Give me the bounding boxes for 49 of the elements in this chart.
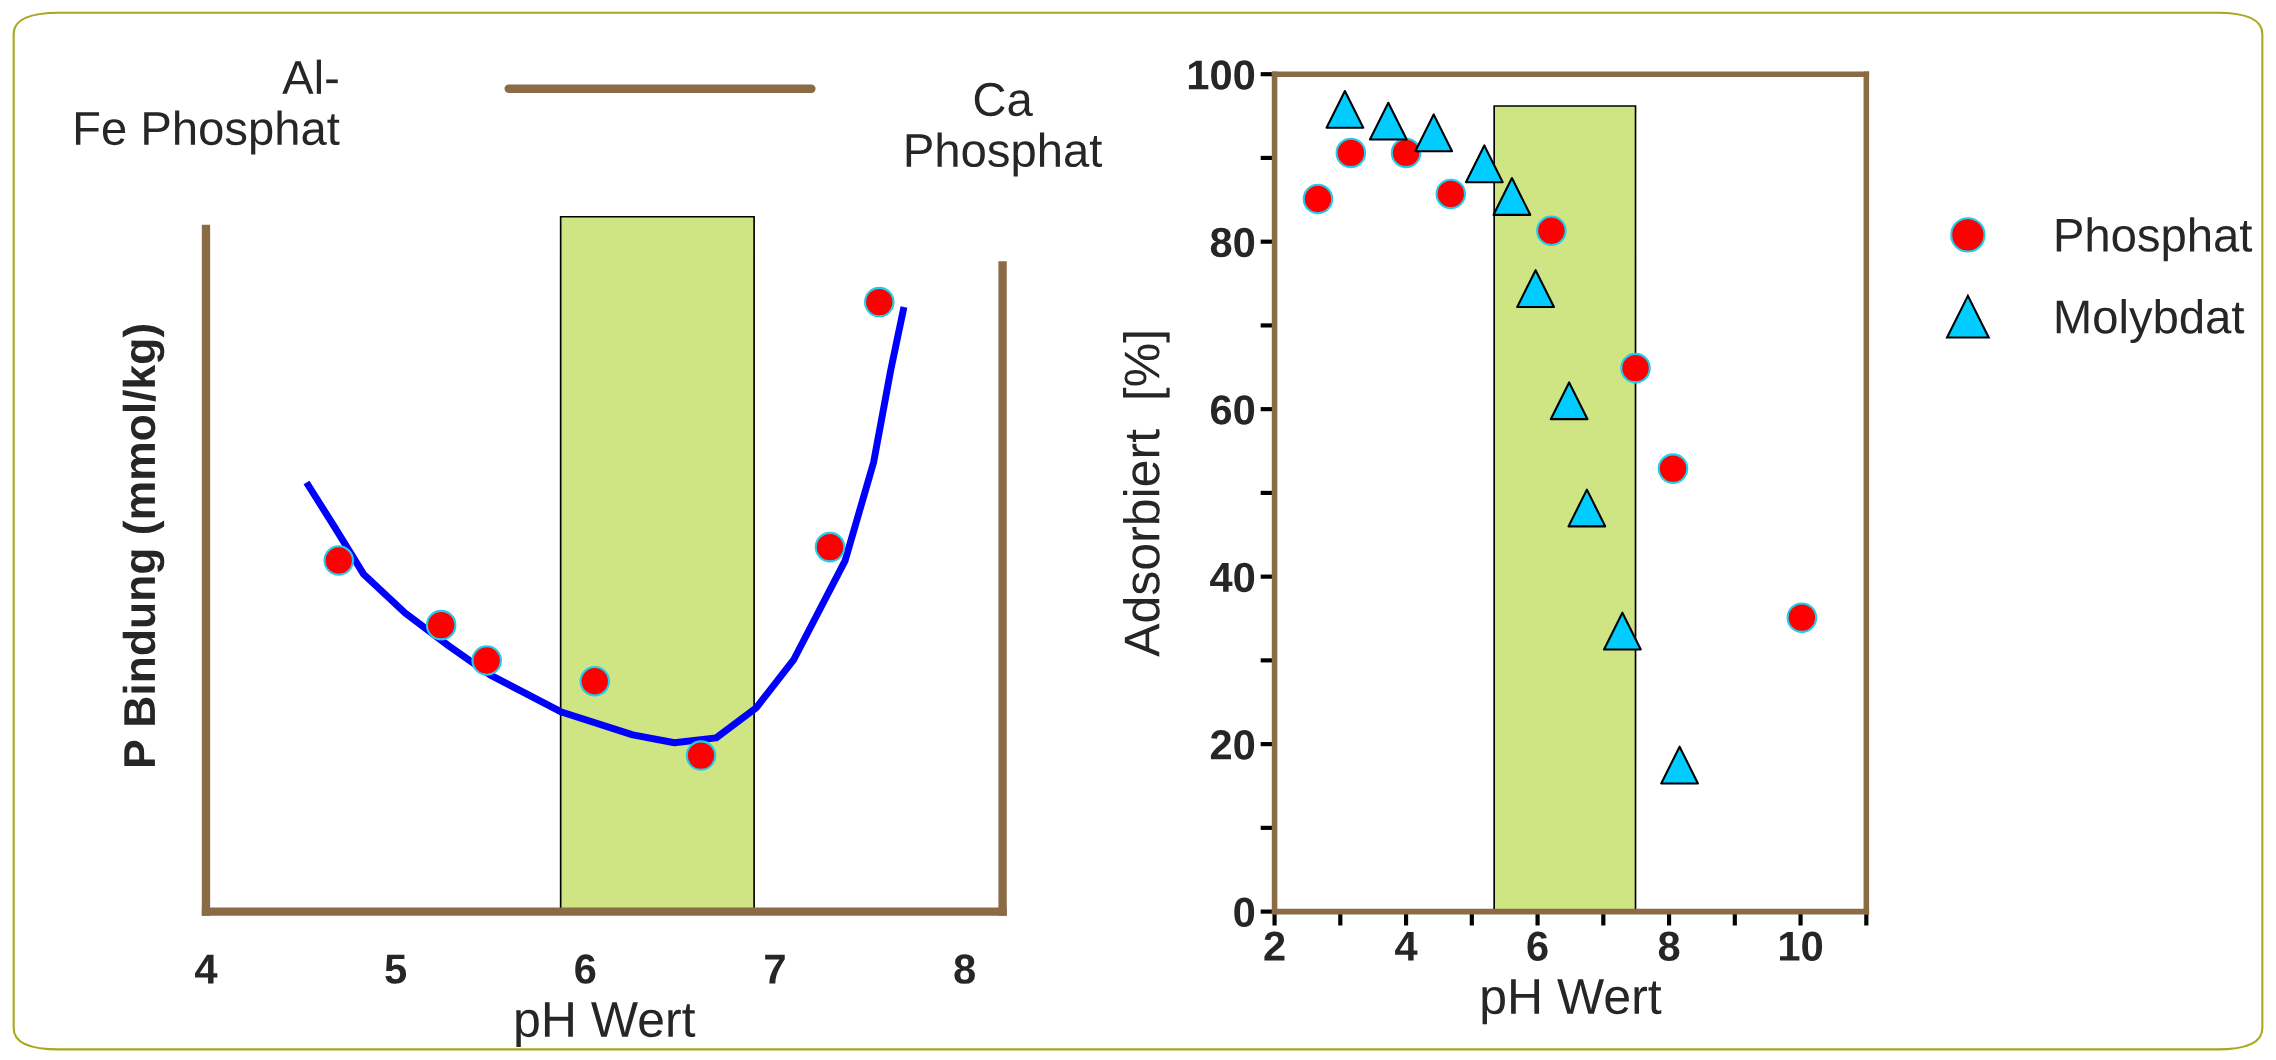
point <box>1536 215 1567 247</box>
x-tick-label: 2 <box>1264 931 1285 961</box>
x-tick-label: 8 <box>1658 931 1680 961</box>
x-tick-label: 5 <box>385 954 407 984</box>
point <box>1549 381 1589 421</box>
point <box>1620 352 1651 384</box>
point <box>1302 183 1334 215</box>
x-axis-title: pH Wert <box>1482 979 1662 1025</box>
text: Ca Phosphat <box>906 82 1103 177</box>
x-tick-label: 8 <box>954 954 975 984</box>
legend-label: Molybdat <box>2056 298 2245 344</box>
y-tick-label: 100 <box>1188 60 1255 90</box>
point <box>1516 269 1556 308</box>
point <box>425 609 457 641</box>
x-tick-label: 4 <box>195 954 218 984</box>
point <box>471 645 502 676</box>
point <box>1492 177 1532 216</box>
point <box>1390 137 1422 169</box>
y-tick-label: 40 <box>1210 562 1255 593</box>
x-tick-label: 7 <box>765 954 785 984</box>
point <box>1567 488 1607 528</box>
legend-label: Phosphat <box>2056 217 2253 262</box>
y-axis-title: P Bindung (mmol/kg) <box>122 325 165 766</box>
point <box>1325 89 1365 129</box>
point <box>1335 137 1367 169</box>
point <box>1414 113 1454 153</box>
x-axis-title: pH Wert <box>516 1002 696 1048</box>
x-tick-label: 6 <box>575 954 596 984</box>
point <box>1660 745 1699 785</box>
text: Al- Fe Phosphat <box>75 59 340 155</box>
y-tick-label: 20 <box>1210 730 1255 760</box>
point <box>579 665 611 697</box>
point <box>1464 144 1504 184</box>
point <box>864 286 895 318</box>
point <box>323 545 355 576</box>
point <box>1435 178 1467 210</box>
point <box>685 740 717 771</box>
y-tick-label: 0 <box>1234 897 1255 928</box>
point <box>814 531 846 563</box>
point <box>1786 602 1818 633</box>
y-tick-label: 60 <box>1210 395 1255 425</box>
x-tick-label: 4 <box>1395 931 1418 961</box>
y-axis-title: Adsorbiert [%] <box>1123 332 1170 657</box>
x-tick-label: 10 <box>1780 931 1823 961</box>
point <box>1602 611 1642 651</box>
x-tick-label: 6 <box>1527 931 1548 961</box>
point <box>1657 453 1689 484</box>
point <box>1368 101 1408 141</box>
y-tick-label: 80 <box>1210 227 1255 258</box>
